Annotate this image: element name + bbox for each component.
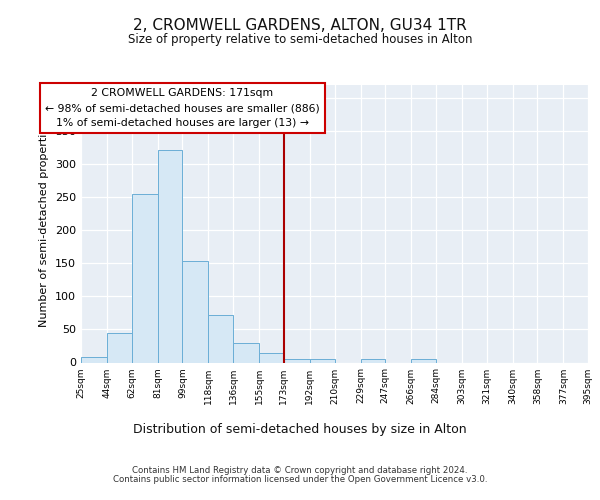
Bar — [208, 315, 233, 362]
Text: Contains HM Land Registry data © Crown copyright and database right 2024.: Contains HM Land Registry data © Crown c… — [132, 466, 468, 475]
Bar — [107, 333, 132, 362]
Text: Distribution of semi-detached houses by size in Alton: Distribution of semi-detached houses by … — [133, 422, 467, 436]
Bar — [132, 194, 158, 362]
Bar — [411, 359, 436, 362]
Y-axis label: Number of semi-detached properties: Number of semi-detached properties — [40, 120, 49, 327]
Bar — [182, 260, 208, 362]
Bar — [259, 352, 284, 362]
Bar — [81, 357, 107, 362]
Bar — [158, 150, 182, 362]
Bar — [284, 359, 310, 362]
Text: Contains public sector information licensed under the Open Government Licence v3: Contains public sector information licen… — [113, 475, 487, 484]
Bar — [361, 359, 385, 362]
Text: 2 CROMWELL GARDENS: 171sqm
← 98% of semi-detached houses are smaller (886)
1% of: 2 CROMWELL GARDENS: 171sqm ← 98% of semi… — [45, 88, 320, 128]
Bar — [310, 359, 335, 362]
Text: Size of property relative to semi-detached houses in Alton: Size of property relative to semi-detach… — [128, 32, 472, 46]
Text: 2, CROMWELL GARDENS, ALTON, GU34 1TR: 2, CROMWELL GARDENS, ALTON, GU34 1TR — [133, 18, 467, 32]
Bar — [233, 342, 259, 362]
